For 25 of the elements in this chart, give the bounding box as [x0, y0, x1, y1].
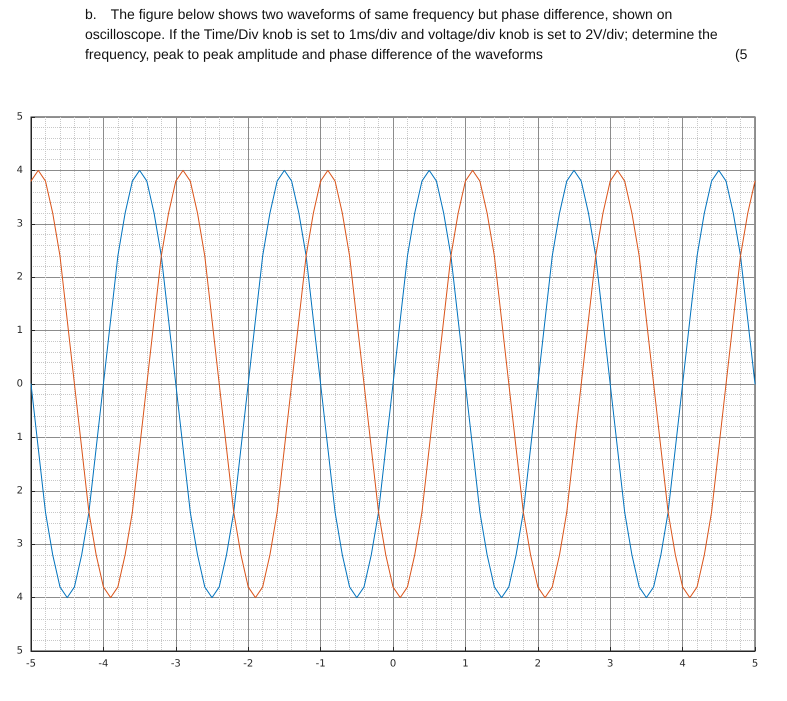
chart-title: b. The figure below shows two waveforms of same frequency but phase difference, shown on oscilloscope. If the Time/Div knob is set to 1ms/div and voltage/div knob is set to 2V/div; determine the frequency, peak to peak amplitude and phase difference of the waveforms	[85, 6, 718, 62]
x-tick-label: 1	[462, 658, 469, 670]
y-tick-label: 3	[16, 218, 23, 230]
y-tick-label: 4	[16, 164, 23, 176]
x-tick-label: -1	[316, 658, 326, 670]
y-tick-label: 5	[16, 646, 23, 656]
y-tick-label: 3	[16, 538, 23, 550]
x-tick-label: -4	[98, 658, 108, 670]
x-tick-label: 4	[679, 658, 686, 670]
x-tick-label: -3	[170, 658, 181, 670]
y-tick-label: 1	[16, 325, 23, 336]
x-tick-label: 5	[752, 658, 758, 670]
y-tick-label: 2	[16, 485, 23, 496]
x-tick-label: -5	[26, 658, 36, 670]
x-tick-label: 2	[534, 658, 541, 670]
y-tick-label: 5	[16, 112, 23, 122]
y-tick-label: 2	[16, 272, 23, 283]
x-tick-label: 0	[390, 658, 396, 670]
y-tick-label: 0	[16, 378, 23, 390]
x-tick-label: 3	[607, 658, 614, 670]
line-series	[30, 170, 756, 598]
x-tick-label: -2	[243, 658, 254, 670]
y-tick-label: 4	[16, 592, 23, 604]
y-tick-label: 1	[16, 432, 23, 443]
text: (5	[735, 45, 748, 64]
